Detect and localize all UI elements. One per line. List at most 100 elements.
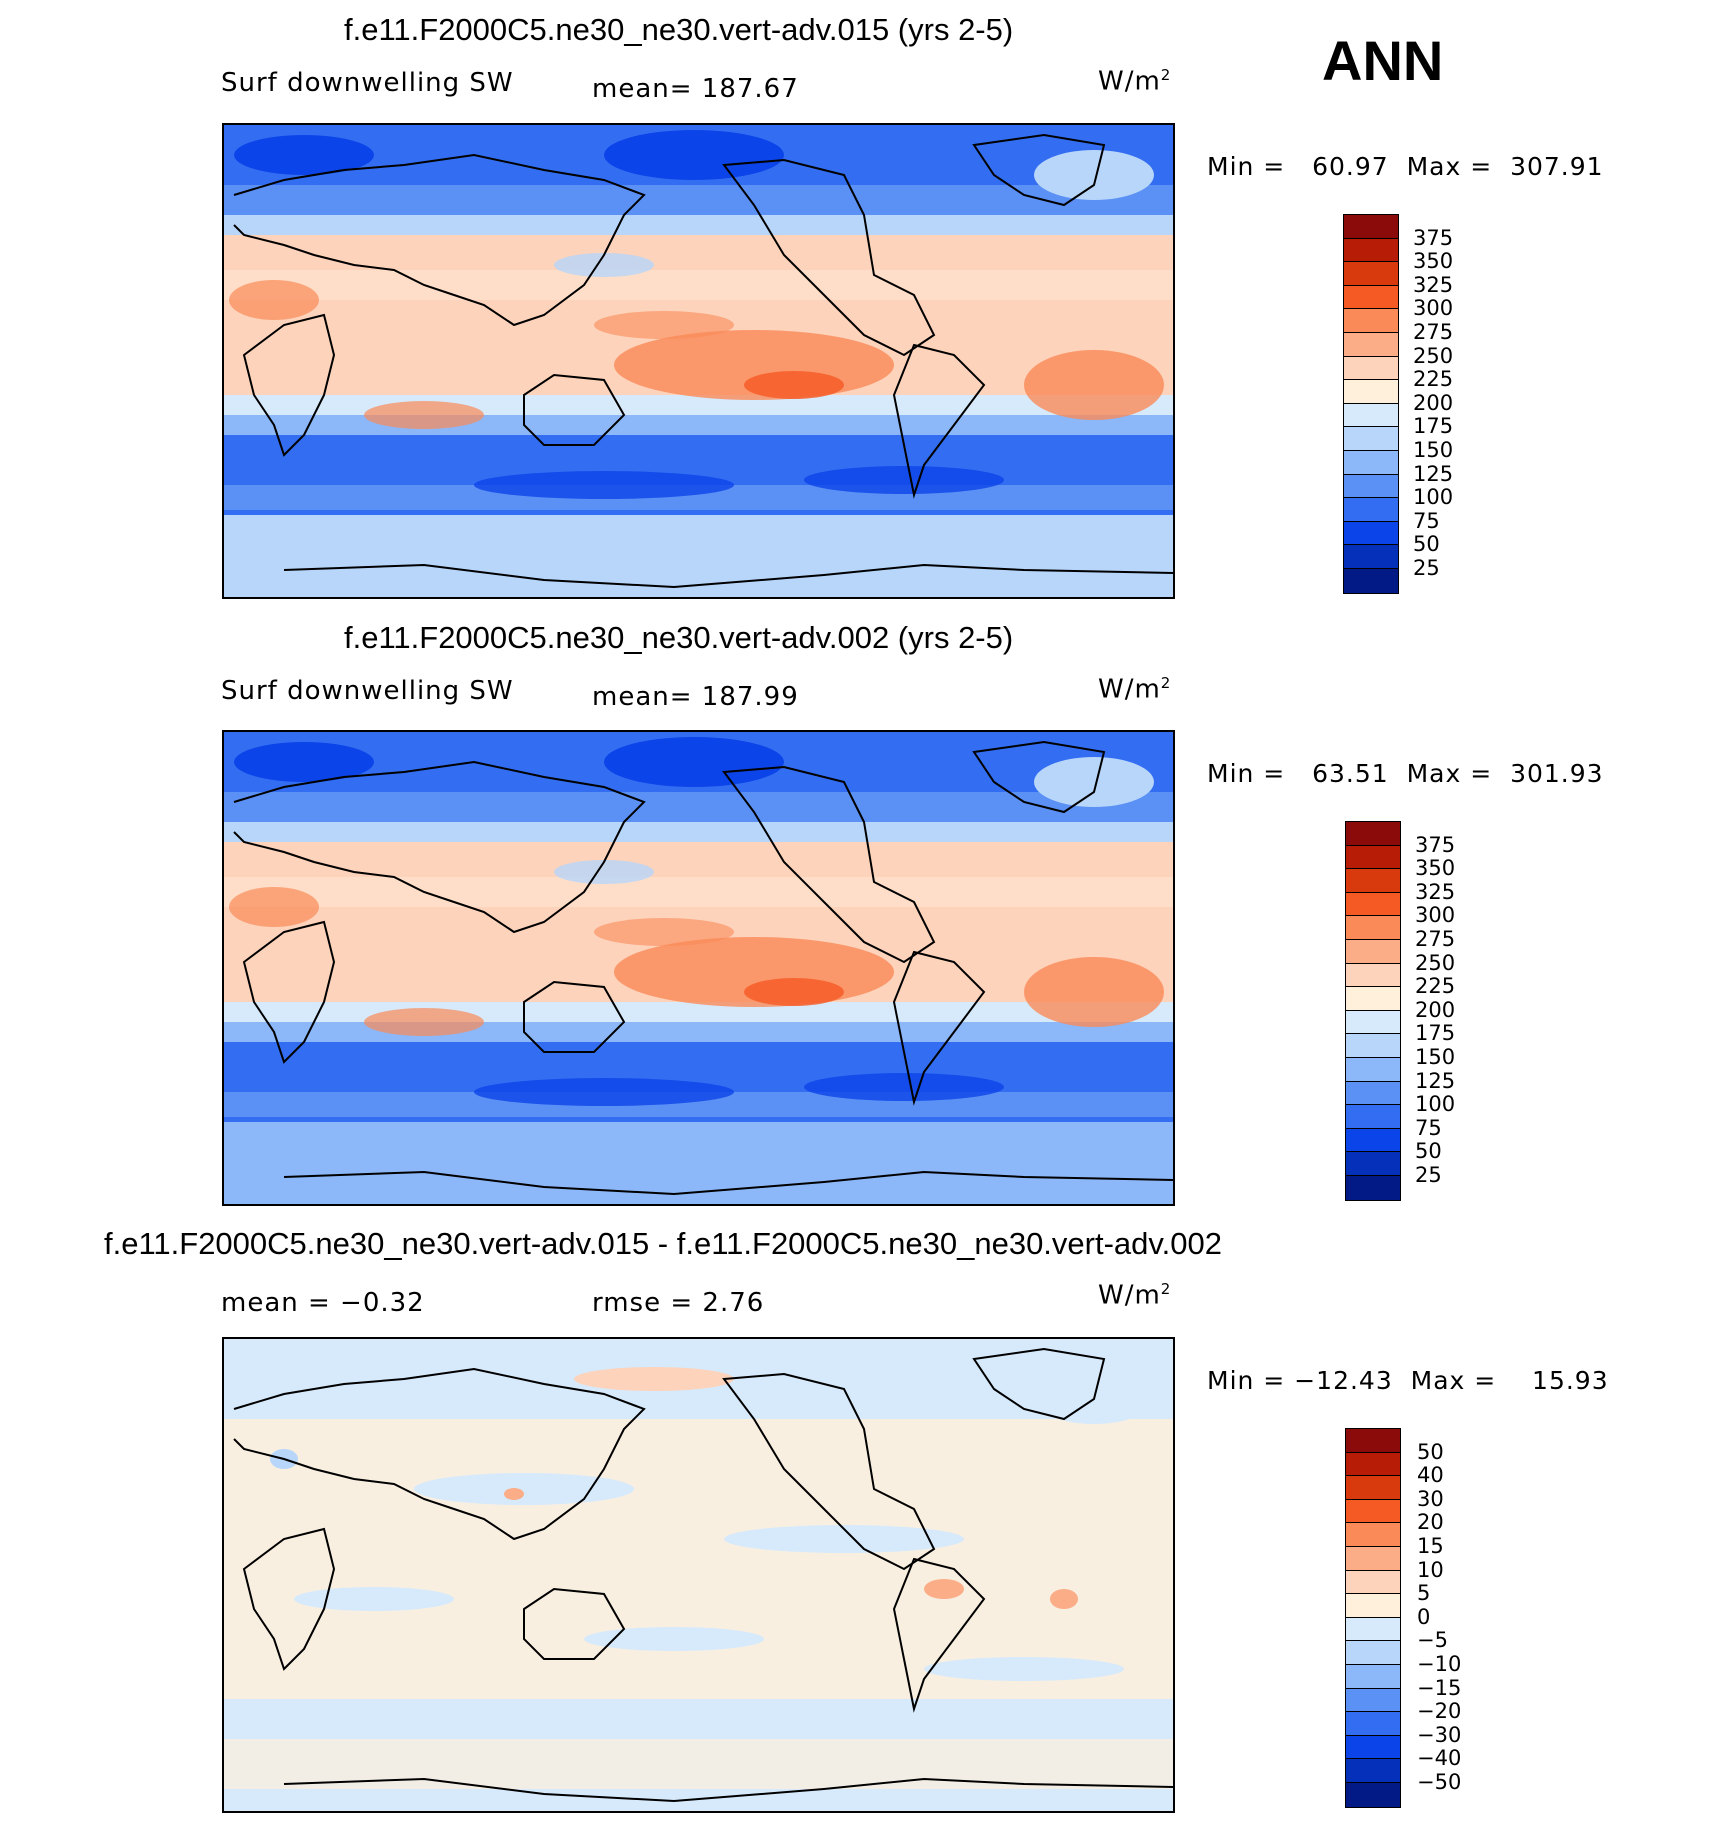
panel-1-colorbar-swatch: [1344, 450, 1398, 475]
panel-2-colorbar-swatch: [1346, 892, 1400, 917]
panel-1-map: [222, 123, 1175, 599]
panel-2-colorbar-tick-label: 300: [1415, 903, 1456, 928]
panel-3-colorbar-swatch: [1346, 1641, 1400, 1665]
panel-1-colorbar-swatch: [1344, 238, 1398, 263]
panel-1-colorbar-swatch: [1344, 215, 1398, 239]
panel-1-colorbar-swatch: [1344, 545, 1398, 569]
panel-3-colorbar-swatch: [1346, 1782, 1400, 1807]
panel-1-colorbar-tick-label: 200: [1413, 390, 1454, 415]
panel-1-units: W/m2: [1098, 66, 1172, 97]
panel-3-rmse: rmse = 2.76: [592, 1288, 765, 1318]
panel-1-colorbar-swatch: [1344, 427, 1398, 451]
panel-2-units: W/m2: [1098, 674, 1172, 705]
panel-3-title: f.e11.F2000C5.ne30_ne30.vert-adv.015 - f…: [104, 1226, 1222, 1261]
panel-3-colorbar-tick-label: 5: [1417, 1581, 1431, 1606]
panel-3-colorbar-tick-label: −15: [1417, 1675, 1462, 1700]
panel-3-colorbar-swatch: [1346, 1429, 1400, 1453]
panel-2-colorbar-swatch: [1346, 845, 1400, 870]
panel-2-map: [222, 730, 1175, 1206]
panel-1-colorbar-swatch: [1344, 262, 1398, 286]
panel-2-colorbar: [1345, 821, 1401, 1201]
panel-1-colorbar-tick-label: 300: [1413, 296, 1454, 321]
panel-2-colorbar-tick-label: 200: [1415, 997, 1456, 1022]
panel-1-colorbar-tick-label: 350: [1413, 249, 1454, 274]
panel-3-colorbar-tick-label: −5: [1417, 1628, 1448, 1653]
panel-2-colorbar-tick-label: 75: [1415, 1115, 1442, 1140]
panel-3-colorbar-tick-label: −30: [1417, 1722, 1462, 1747]
panel-3-colorbar-tick-label: 10: [1417, 1557, 1444, 1582]
panel-3-colorbar-swatch: [1346, 1476, 1400, 1500]
panel-2-colorbar-swatch: [1346, 1175, 1400, 1200]
panel-3-colorbar-swatch: [1346, 1664, 1400, 1689]
panel-1-colorbar-swatch: [1344, 568, 1398, 593]
panel-2-colorbar-swatch: [1346, 1057, 1400, 1082]
panel-2-colorbar-swatch: [1346, 1081, 1400, 1106]
panel-1-colorbar: [1343, 214, 1399, 594]
panel-3-colorbar-tick-label: −20: [1417, 1699, 1462, 1724]
panel-3-colorbar-swatch: [1346, 1735, 1400, 1760]
panel-2-colorbar-swatch: [1346, 1105, 1400, 1129]
panel-3-colorbar-tick-label: 20: [1417, 1510, 1444, 1535]
season-label: ANN: [1322, 29, 1444, 92]
panel-2-colorbar-swatch: [1346, 963, 1400, 988]
panel-1-colorbar-tick-label: 375: [1413, 225, 1454, 250]
panel-2-colorbar-swatch: [1346, 822, 1400, 846]
panel-1-colorbar-tick-label: 25: [1413, 556, 1440, 580]
panel-1-colorbar-tick-label: 50: [1413, 532, 1440, 557]
panel-2-minmax: Min = 63.51 Max = 301.93: [1207, 759, 1604, 788]
panel-1-colorbar-swatch: [1344, 356, 1398, 381]
panel-1-title: f.e11.F2000C5.ne30_ne30.vert-adv.015 (yr…: [344, 12, 1014, 47]
panel-3-colorbar-swatch: [1346, 1499, 1400, 1524]
panel-3-colorbar-swatch: [1346, 1570, 1400, 1595]
panel-3-colorbar-swatch: [1346, 1759, 1400, 1783]
panel-1-colorbar-swatch: [1344, 521, 1398, 546]
panel-3-map: [222, 1337, 1175, 1813]
panel-3-colorbar-swatch: [1346, 1452, 1400, 1477]
panel-1-colorbar-swatch: [1344, 498, 1398, 522]
panel-2-colorbar-tick-label: 125: [1415, 1068, 1456, 1093]
panel-1-colorbar-swatch: [1344, 380, 1398, 404]
panel-2-colorbar-swatch: [1346, 1128, 1400, 1153]
panel-3-colorbar-tick-label: −40: [1417, 1746, 1462, 1771]
panel-1-colorbar-swatch: [1344, 285, 1398, 310]
panel-1-colorbar-tick-label: 125: [1413, 461, 1454, 486]
panel-3-colorbar-swatch: [1346, 1523, 1400, 1547]
panel-2-variable: Surf downwelling SW: [221, 676, 514, 706]
panel-1-colorbar-swatch: [1344, 403, 1398, 428]
panel-1-colorbar-swatch: [1344, 474, 1398, 499]
panel-2-colorbar-tick-label: 375: [1415, 832, 1456, 857]
panel-3-colorbar-tick-label: 30: [1417, 1486, 1444, 1511]
panel-2-colorbar-tick-label: 325: [1415, 879, 1456, 904]
panel-3-colorbar-tick-label: 15: [1417, 1534, 1444, 1558]
panel-3-colorbar-swatch: [1346, 1546, 1400, 1571]
panel-3-colorbar: [1345, 1428, 1401, 1808]
panel-2-colorbar-tick-label: 150: [1415, 1045, 1456, 1069]
panel-1-colorbar-swatch: [1344, 332, 1398, 357]
panel-2-colorbar-swatch: [1346, 916, 1400, 940]
panel-2-colorbar-swatch: [1346, 1034, 1400, 1058]
panel-3-colorbar-tick-label: −10: [1417, 1652, 1462, 1676]
panel-1-colorbar-tick-label: 150: [1413, 438, 1454, 462]
panel-1-colorbar-tick-label: 250: [1413, 343, 1454, 368]
panel-3-units: W/m2: [1098, 1280, 1172, 1311]
panel-3-colorbar-swatch: [1346, 1617, 1400, 1642]
panel-1-colorbar-tick-label: 100: [1413, 485, 1454, 510]
panel-2-colorbar-tick-label: 50: [1415, 1139, 1442, 1164]
panel-2-colorbar-tick-label: 175: [1415, 1021, 1456, 1046]
panel-2-colorbar-swatch: [1346, 987, 1400, 1011]
panel-2-colorbar-tick-label: 225: [1415, 974, 1456, 999]
panel-3-colorbar-swatch: [1346, 1712, 1400, 1736]
panel-1-mean: mean= 187.67: [592, 74, 799, 104]
panel-1-colorbar-tick-label: 275: [1413, 320, 1454, 344]
panel-3-mean: mean = −0.32: [221, 1288, 425, 1318]
panel-2-colorbar-swatch: [1346, 1010, 1400, 1035]
panel-3-minmax: Min = −12.43 Max = 15.93: [1207, 1366, 1609, 1395]
panel-3-colorbar-swatch: [1346, 1688, 1400, 1713]
panel-3-colorbar-tick-label: −50: [1417, 1770, 1462, 1794]
panel-3-colorbar-tick-label: 0: [1417, 1604, 1431, 1629]
panel-2-colorbar-tick-label: 100: [1415, 1092, 1456, 1117]
panel-1-map-svg: [224, 125, 1173, 597]
panel-2-colorbar-tick-label: 275: [1415, 927, 1456, 951]
panel-1-variable: Surf downwelling SW: [221, 68, 514, 98]
panel-1-minmax: Min = 60.97 Max = 307.91: [1207, 152, 1604, 181]
